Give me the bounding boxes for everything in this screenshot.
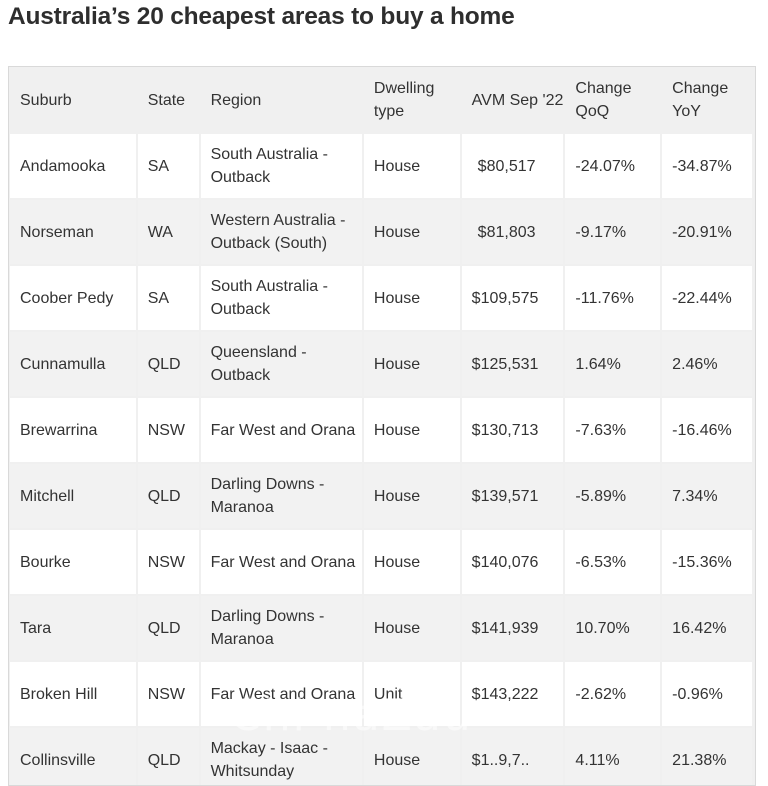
cell-region: South Australia - Outback — [200, 266, 362, 330]
cell-avm: $80,517 — [461, 134, 564, 198]
cell-change-qoq: -5.89% — [565, 464, 661, 528]
cell-change-yoy: -34.87% — [662, 134, 752, 198]
cell-suburb: Coober Pedy — [10, 266, 136, 330]
cell-change-qoq: -24.07% — [565, 134, 661, 198]
cell-dwelling-type: House — [363, 530, 460, 594]
cell-change-qoq: 10.70% — [565, 596, 661, 660]
cell-region: South Australia - Outback — [200, 134, 362, 198]
cell-avm: $1..9,7.. — [461, 728, 564, 785]
cell-state: QLD — [137, 464, 199, 528]
header-state: State — [137, 68, 199, 132]
cell-suburb: Broken Hill — [10, 662, 136, 726]
header-region: Region — [200, 68, 362, 132]
cell-state: NSW — [137, 530, 199, 594]
cell-suburb: Norseman — [10, 200, 136, 264]
cell-change-yoy: 2.46% — [662, 332, 752, 396]
cell-dwelling-type: House — [363, 200, 460, 264]
cell-region: Far West and Orana — [200, 530, 362, 594]
cheapest-areas-table: Suburb State Region Dwelling type AVM Se… — [8, 66, 756, 786]
cell-suburb: Andamooka — [10, 134, 136, 198]
cell-avm: $109,575 — [461, 266, 564, 330]
cell-region: Far West and Orana — [200, 662, 362, 726]
header-dwelling-type: Dwelling type — [363, 68, 460, 132]
cell-change-qoq: -2.62% — [565, 662, 661, 726]
cell-state: QLD — [137, 332, 199, 396]
cell-avm: $143,222 — [461, 662, 564, 726]
cell-state: NSW — [137, 398, 199, 462]
cell-suburb: Brewarrina — [10, 398, 136, 462]
cell-state: QLD — [137, 728, 199, 785]
cell-suburb: Tara — [10, 596, 136, 660]
cell-change-yoy: 21.38% — [662, 728, 752, 785]
cell-change-yoy: 7.34% — [662, 464, 752, 528]
table-row: Bourke NSW Far West and Orana House $140… — [10, 530, 752, 594]
cell-region: Darling Downs - Maranoa — [200, 464, 362, 528]
cell-dwelling-type: House — [363, 464, 460, 528]
cell-dwelling-type: House — [363, 596, 460, 660]
cell-avm: $141,939 — [461, 596, 564, 660]
cell-change-qoq: -6.53% — [565, 530, 661, 594]
page-title: Australia’s 20 cheapest areas to buy a h… — [8, 3, 515, 30]
cell-region: Queensland - Outback — [200, 332, 362, 396]
cell-dwelling-type: House — [363, 266, 460, 330]
cell-avm: $140,076 — [461, 530, 564, 594]
cell-dwelling-type: House — [363, 332, 460, 396]
cell-suburb: Cunnamulla — [10, 332, 136, 396]
cell-change-qoq: -7.63% — [565, 398, 661, 462]
header-avm: AVM Sep '22 — [461, 68, 564, 132]
cell-change-qoq: 4.11% — [565, 728, 661, 785]
table-row: Coober Pedy SA South Australia - Outback… — [10, 266, 752, 330]
cell-change-yoy: -20.91% — [662, 200, 752, 264]
cell-suburb: Collinsville — [10, 728, 136, 785]
table-row: Brewarrina NSW Far West and Orana House … — [10, 398, 752, 462]
cell-avm: $130,713 — [461, 398, 564, 462]
cell-state: WA — [137, 200, 199, 264]
cell-change-qoq: -9.17% — [565, 200, 661, 264]
cell-change-yoy: -0.96% — [662, 662, 752, 726]
cell-state: SA — [137, 266, 199, 330]
cell-avm: $125,531 — [461, 332, 564, 396]
cell-state: NSW — [137, 662, 199, 726]
cell-change-qoq: 1.64% — [565, 332, 661, 396]
header-suburb: Suburb — [10, 68, 136, 132]
cell-change-yoy: -22.44% — [662, 266, 752, 330]
header-change-yoy: Change YoY — [662, 68, 752, 132]
cell-change-qoq: -11.76% — [565, 266, 661, 330]
table-row: Broken Hill NSW Far West and Orana Unit … — [10, 662, 752, 726]
cell-region: Darling Downs - Maranoa — [200, 596, 362, 660]
header-change-qoq: Change QoQ — [565, 68, 661, 132]
watermark: Chi naZau — [230, 690, 473, 741]
cell-change-yoy: -16.46% — [662, 398, 752, 462]
cell-region: Far West and Orana — [200, 398, 362, 462]
cell-change-yoy: 16.42% — [662, 596, 752, 660]
cell-suburb: Bourke — [10, 530, 136, 594]
table-row: Norseman WA Western Australia - Outback … — [10, 200, 752, 264]
cell-state: QLD — [137, 596, 199, 660]
cell-dwelling-type: House — [363, 398, 460, 462]
cell-dwelling-type: Unit — [363, 662, 460, 726]
table-row: Tara QLD Darling Downs - Maranoa House $… — [10, 596, 752, 660]
cell-dwelling-type: House — [363, 134, 460, 198]
table-row: Cunnamulla QLD Queensland - Outback Hous… — [10, 332, 752, 396]
cell-avm: $139,571 — [461, 464, 564, 528]
table-row: Mitchell QLD Darling Downs - Maranoa Hou… — [10, 464, 752, 528]
cell-change-yoy: -15.36% — [662, 530, 752, 594]
table-header-row: Suburb State Region Dwelling type AVM Se… — [10, 68, 752, 132]
cell-state: SA — [137, 134, 199, 198]
table-row: Andamooka SA South Australia - Outback H… — [10, 134, 752, 198]
cell-avm: $81,803 — [461, 200, 564, 264]
cell-region: Western Australia - Outback (South) — [200, 200, 362, 264]
cell-suburb: Mitchell — [10, 464, 136, 528]
